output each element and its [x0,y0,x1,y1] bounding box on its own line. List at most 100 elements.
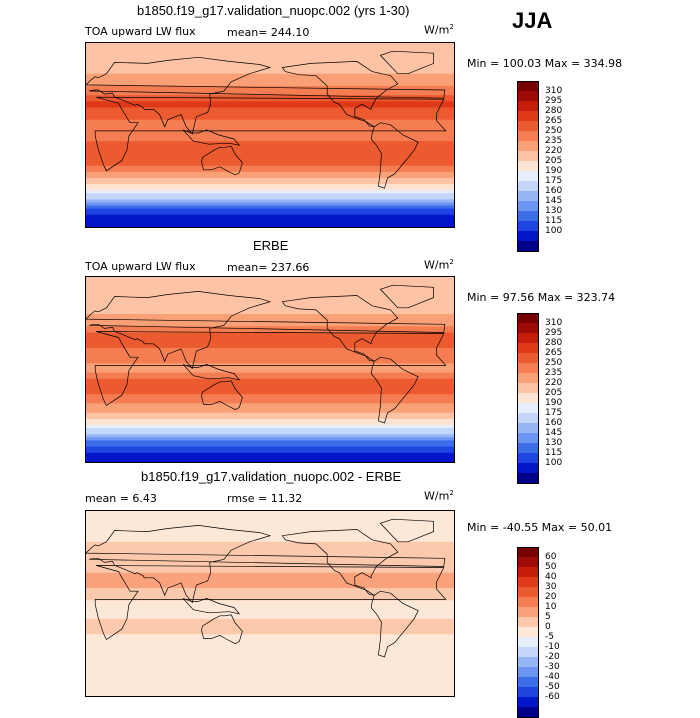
map-lat-band [86,637,454,642]
colorbar-tick-label: -30 [545,662,560,672]
map-lat-band [86,652,454,657]
map-lat-band [86,150,454,154]
map-lat-band [86,437,454,442]
colorbar-tick-label: -50 [545,682,560,692]
map-lat-band [86,153,454,158]
colorbar-swatch [517,211,539,222]
colorbar-tick-label: 235 [545,368,563,378]
panel-2-title: ERBE [253,238,289,253]
colorbar-tick-label: 100 [545,226,563,236]
map-lat-band [86,511,454,515]
map-lat-band [86,631,454,635]
colorbar-tick-label: 280 [545,106,563,116]
map-lat-band [86,116,454,121]
map-lat-band [86,689,454,694]
colorbar-swatch [517,353,539,364]
colorbar-tick-label: 160 [545,186,563,196]
colorbar-tick-label: 310 [545,86,563,96]
map-lat-band [86,443,454,448]
map-lat-band [86,603,454,608]
map-lat-band [86,326,454,331]
colorbar-tick-label: 235 [545,136,563,146]
colorbar-tick-label: 175 [545,408,563,418]
panel-3-mean: mean = 6.43 [85,492,157,505]
coastline [379,50,434,75]
map-lat-band [86,177,454,182]
map-lat-band [86,298,454,303]
map-lat-band [86,184,454,188]
map-lat-band [86,400,454,405]
map-lat-band [86,381,454,386]
colorbar-tick-label: 190 [545,398,563,408]
colorbar-swatch [517,171,539,182]
map-lat-band [86,452,454,457]
map-lat-band [86,144,454,148]
map-lat-band [86,421,454,426]
coastline [370,356,419,424]
map-lat-band [86,606,454,611]
map-lat-band [86,662,454,666]
map-lat-band [86,551,454,555]
map-lat-band [86,683,454,688]
map-lat-band [86,665,454,669]
colorbar-tick-label: 250 [545,126,563,136]
panel-1-minmax: Min = 100.03 Max = 334.98 [467,57,623,70]
map-lat-band [86,366,454,371]
map-lat-band [86,397,454,401]
map-lat-band [86,168,454,173]
map-lat-band [86,594,454,598]
colorbar-swatch [517,333,539,344]
colorbar-tick-label: 115 [545,216,563,226]
coastline [86,525,446,604]
coastline [182,364,241,381]
map-lat-band [86,82,454,87]
map-lat-band [86,418,454,423]
map-lat-band [86,520,454,524]
map-lat-band [86,310,454,315]
map-lat-band [86,615,454,620]
map-lat-band [86,202,454,207]
colorbar-tick-label: 175 [545,176,563,186]
colorbar-swatch [517,313,539,324]
map-lat-band [86,131,454,136]
colorbar-tick-label: 60 [545,552,557,562]
colorbar-swatch [517,617,539,628]
map-lat-band [86,329,454,334]
colorbar-tick-label: 295 [545,96,563,106]
map-lat-band [86,289,454,294]
colorbar-swatch [517,453,539,464]
map-lat-band [86,125,454,130]
panel-3-rmse: rmse = 11.32 [227,492,303,505]
map-lat-band [86,560,454,565]
map-lat-band [86,95,454,99]
panel-2-mean: mean= 237.66 [227,261,310,274]
map-lat-band [86,76,454,81]
map-lat-band [86,668,454,672]
map-lat-band [86,431,454,435]
map-field [86,43,454,227]
map-lat-band [86,388,454,392]
map-lat-band [86,223,454,227]
map-lat-band [86,428,454,432]
colorbar-tick-label: 205 [545,156,563,166]
colorbar-swatch [517,667,539,678]
map-lat-band [86,162,454,167]
map-lat-band [86,384,454,389]
colorbar-swatch [517,707,539,718]
map-lat-band [86,640,454,645]
map-lat-band [86,307,454,312]
map-lat-band [86,110,454,115]
map-lat-band [86,317,454,321]
map-lat-band [86,680,454,685]
map-lat-band [86,369,454,374]
colorbar-tick-label: 205 [545,388,563,398]
coastline [182,129,241,146]
colorbar-tick-label: 100 [545,458,563,468]
map-lat-band [86,569,454,574]
map-lat-band [86,659,454,663]
colorbar-swatch [517,121,539,132]
map-lat-band [86,304,454,309]
map-lat-band [86,323,454,327]
map-lat-band [86,181,454,185]
coastline [94,331,447,407]
